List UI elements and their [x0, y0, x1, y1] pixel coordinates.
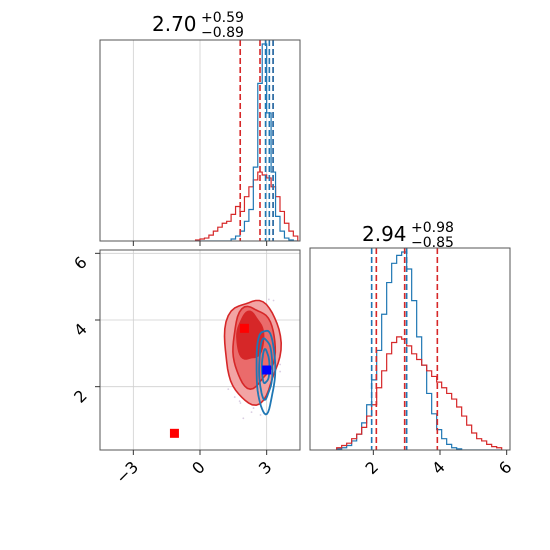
sample-point — [272, 299, 275, 302]
top-hist-red — [194, 171, 299, 241]
sample-point — [250, 411, 253, 414]
right-hist-blue — [336, 251, 502, 450]
joint-y-tick-label: 4 — [70, 319, 91, 340]
sample-point — [242, 417, 245, 420]
right-title-value: 2.94 — [362, 222, 407, 246]
right-x-tick-label: 6 — [495, 457, 516, 478]
right-hist-red — [336, 336, 503, 450]
top-grid — [132, 40, 268, 241]
right-x-tick-label: 2 — [362, 457, 383, 478]
joint-x-tick-label: −3 — [112, 457, 142, 487]
joint-x-tick-label: 0 — [188, 457, 209, 478]
panel-marginal-x: 2.70 +0.59 −0.89 — [99, 10, 301, 246]
sample-point — [233, 396, 236, 398]
right-histograms — [336, 248, 503, 450]
sample-point — [227, 388, 230, 391]
truth-marker — [239, 323, 249, 333]
right-frame — [309, 247, 511, 451]
panel-joint: −3 0 3 2 4 6 — [70, 249, 301, 488]
top-hist-blue — [195, 43, 298, 241]
sample-point — [239, 402, 242, 404]
right-ticks: 2 4 6 — [362, 450, 516, 478]
truth-marker — [169, 428, 179, 438]
sample-point — [279, 363, 282, 366]
top-title: 2.70 — [152, 12, 197, 36]
sample-point — [279, 370, 282, 373]
right-title-minus: −0.85 — [411, 235, 454, 251]
sample-point — [259, 414, 262, 416]
blue-contour-outer — [255, 329, 277, 416]
right-title-plus: +0.98 — [411, 220, 454, 236]
truth-marker — [262, 365, 272, 375]
joint-contours — [169, 298, 283, 438]
joint-x-tick-label: 3 — [255, 457, 276, 478]
joint-y-tick-label: 6 — [70, 253, 91, 274]
panel-marginal-y: 2 4 6 2.94 +0.98 −0.85 — [309, 220, 516, 478]
sample-point — [238, 400, 241, 403]
joint-y-tick-label: 2 — [70, 386, 91, 407]
blue-contour-middle — [258, 337, 274, 401]
top-ticks — [132, 241, 268, 246]
sample-point — [252, 407, 255, 409]
top-title-minus: −0.89 — [201, 25, 244, 41]
sample-point — [267, 298, 270, 301]
top-histograms — [194, 40, 299, 241]
top-title-plus: +0.59 — [201, 10, 244, 26]
right-x-tick-label: 4 — [428, 457, 449, 478]
blue-contour-inner — [260, 348, 271, 385]
top-title-value: 2.70 — [152, 12, 197, 36]
